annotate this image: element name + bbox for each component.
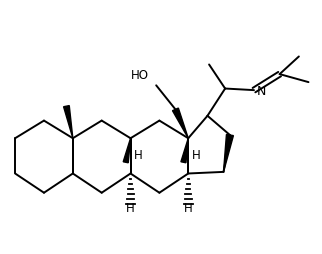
Text: N: N xyxy=(256,85,266,98)
Polygon shape xyxy=(123,138,130,163)
Polygon shape xyxy=(63,106,73,138)
Text: H: H xyxy=(134,149,143,162)
Text: H: H xyxy=(192,149,201,162)
Text: HO: HO xyxy=(131,69,149,82)
Polygon shape xyxy=(223,134,233,172)
Polygon shape xyxy=(173,108,188,138)
Polygon shape xyxy=(181,138,188,163)
Text: H: H xyxy=(126,202,135,215)
Text: H: H xyxy=(184,202,193,215)
